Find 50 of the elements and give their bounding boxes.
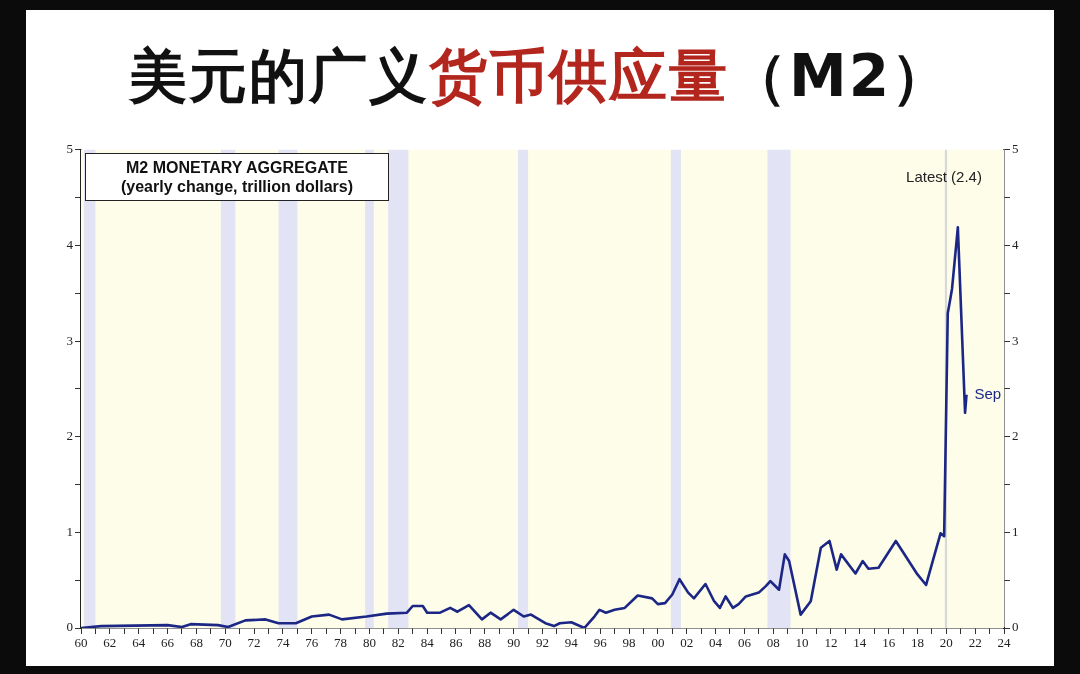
- y-tick-label: 0: [66, 619, 73, 635]
- y-tick-label: 3: [66, 332, 73, 348]
- x-tick-label: 08: [766, 635, 780, 651]
- x-tick-label: 62: [103, 635, 117, 651]
- x-tick-label: 14: [853, 635, 867, 651]
- x-tick-label: 22: [968, 635, 982, 651]
- x-tick-label: 66: [161, 635, 175, 651]
- x-tick-label: 94: [564, 635, 579, 651]
- y2-tick-label: 5: [1012, 141, 1019, 157]
- x-tick-label: 76: [305, 635, 319, 651]
- x-tick-label: 06: [737, 635, 752, 651]
- x-tick-label: 18: [910, 635, 924, 651]
- x-tick-label: 88: [478, 635, 492, 651]
- x-tick-label: 12: [824, 635, 838, 651]
- annotation: (yearly change, trillion dollars): [119, 177, 355, 196]
- x-tick-label: 60: [74, 635, 88, 651]
- x-tick-label: 74: [276, 635, 290, 651]
- y2-tick-label: 2: [1012, 428, 1019, 444]
- x-tick-label: 90: [507, 635, 521, 651]
- x-tick-label: 82: [391, 635, 405, 651]
- x-tick-label: 64: [132, 635, 146, 651]
- x-tick-label: 80: [362, 635, 376, 651]
- x-tick-label: 96: [593, 635, 608, 651]
- annotation: Latest (2.4): [906, 167, 982, 185]
- x-tick-label: 68: [189, 635, 203, 651]
- annotation: Sep: [974, 384, 1002, 402]
- x-tick-label: 92: [536, 635, 549, 651]
- y2-tick-label: 4: [1012, 236, 1019, 252]
- x-tick-label: 98: [622, 635, 636, 651]
- x-tick-label: 70: [218, 635, 232, 651]
- y2-tick-label: 1: [1012, 523, 1019, 539]
- x-tick-label: 02: [680, 635, 694, 651]
- x-tick-label: 16: [882, 635, 896, 651]
- y2-tick-label: 0: [1012, 619, 1019, 635]
- x-tick-label: 00: [651, 635, 665, 651]
- x-tick-label: 72: [247, 635, 261, 651]
- y-tick-label: 2: [66, 428, 73, 444]
- x-tick-label: 20: [939, 635, 953, 651]
- caption-box: M2 MONETARY AGGREGATE (yearly change, trillion dollars): [85, 153, 389, 201]
- x-tick-label: 84: [420, 635, 435, 651]
- x-tick-label: 86: [449, 635, 463, 651]
- y-tick-label: 4: [66, 236, 74, 252]
- x-tick-label: 24: [997, 635, 1011, 651]
- x-tick-label: 10: [795, 635, 809, 651]
- chart-title: 美元的广义货币供应量（M2）: [128, 42, 952, 110]
- x-tick-label: 04: [709, 635, 723, 651]
- x-tick-label: 78: [334, 635, 348, 651]
- y-tick-label: 1: [66, 523, 73, 539]
- y2-tick-label: 3: [1012, 332, 1019, 348]
- y-tick-label: 5: [66, 141, 73, 157]
